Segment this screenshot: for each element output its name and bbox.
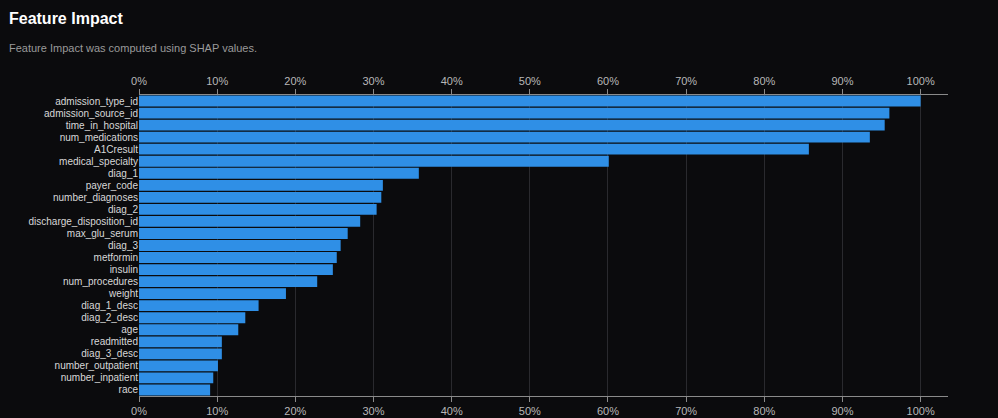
svg-text:race: race — [119, 384, 139, 395]
svg-text:readmitted: readmitted — [91, 336, 138, 347]
svg-text:40%: 40% — [441, 405, 463, 417]
svg-text:70%: 70% — [675, 405, 697, 417]
svg-text:0%: 0% — [131, 75, 147, 87]
svg-text:Feature Impact was computed us: Feature Impact was computed using SHAP v… — [9, 42, 257, 54]
svg-text:diag_3_desc: diag_3_desc — [81, 348, 138, 359]
svg-text:30%: 30% — [362, 75, 384, 87]
svg-text:90%: 90% — [831, 405, 853, 417]
svg-text:number_outpatient: number_outpatient — [55, 360, 139, 371]
svg-text:80%: 80% — [753, 75, 775, 87]
svg-text:100%: 100% — [907, 405, 935, 417]
svg-text:time_in_hospital: time_in_hospital — [66, 120, 138, 131]
svg-text:20%: 20% — [284, 405, 306, 417]
svg-text:A1Cresult: A1Cresult — [94, 144, 138, 155]
svg-text:discharge_disposition_id: discharge_disposition_id — [28, 216, 138, 227]
svg-text:80%: 80% — [753, 405, 775, 417]
svg-text:diag_2: diag_2 — [108, 204, 138, 215]
svg-text:20%: 20% — [284, 75, 306, 87]
svg-text:60%: 60% — [597, 75, 619, 87]
svg-text:admission_type_id: admission_type_id — [55, 96, 138, 107]
svg-text:10%: 10% — [206, 75, 228, 87]
svg-text:50%: 50% — [519, 405, 541, 417]
svg-text:diag_1: diag_1 — [108, 168, 138, 179]
svg-text:metformin: metformin — [94, 252, 138, 263]
svg-text:weight: weight — [108, 288, 138, 299]
svg-text:50%: 50% — [519, 75, 541, 87]
svg-text:max_glu_serum: max_glu_serum — [67, 228, 138, 239]
svg-text:diag_1_desc: diag_1_desc — [81, 300, 138, 311]
svg-text:100%: 100% — [907, 75, 935, 87]
svg-text:age: age — [121, 324, 138, 335]
svg-text:admission_source_id: admission_source_id — [44, 108, 138, 119]
svg-text:60%: 60% — [597, 405, 619, 417]
svg-text:Feature Impact: Feature Impact — [9, 10, 123, 27]
svg-text:diag_2_desc: diag_2_desc — [81, 312, 138, 323]
svg-text:insulin: insulin — [110, 264, 138, 275]
svg-text:num_medications: num_medications — [60, 132, 138, 143]
svg-text:number_inpatient: number_inpatient — [61, 372, 138, 383]
svg-text:70%: 70% — [675, 75, 697, 87]
svg-text:payer_code: payer_code — [86, 180, 139, 191]
svg-text:30%: 30% — [362, 405, 384, 417]
svg-text:number_diagnoses: number_diagnoses — [53, 192, 138, 203]
svg-text:0%: 0% — [131, 405, 147, 417]
svg-text:medical_specialty: medical_specialty — [59, 156, 138, 167]
svg-text:90%: 90% — [831, 75, 853, 87]
svg-text:40%: 40% — [441, 75, 463, 87]
svg-text:num_procedures: num_procedures — [63, 276, 138, 287]
svg-text:diag_3: diag_3 — [108, 240, 138, 251]
svg-text:10%: 10% — [206, 405, 228, 417]
